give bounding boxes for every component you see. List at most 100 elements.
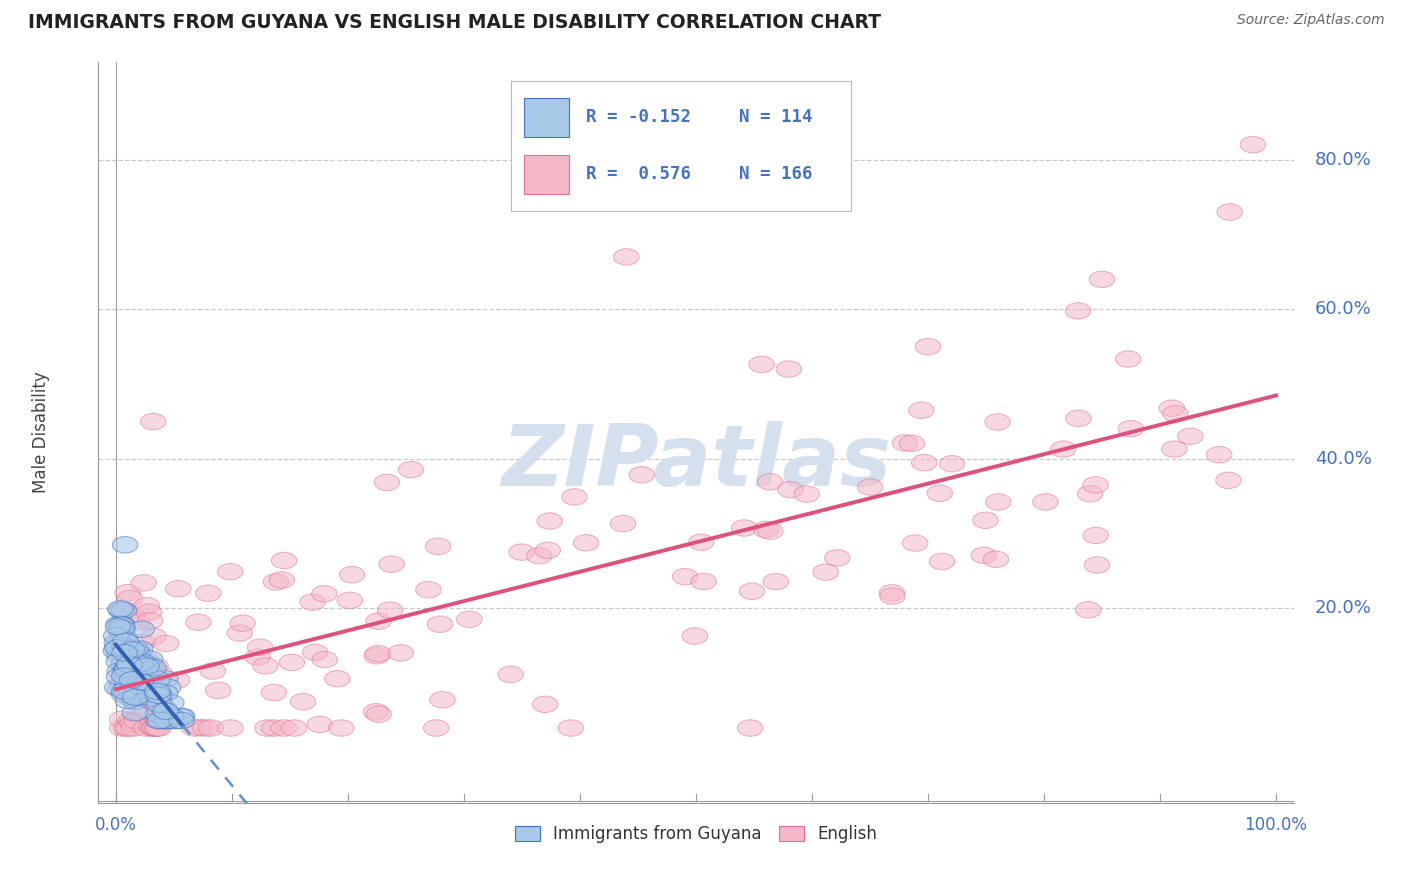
Ellipse shape	[125, 645, 150, 661]
Text: 20.0%: 20.0%	[1315, 599, 1372, 617]
Ellipse shape	[120, 653, 146, 669]
Ellipse shape	[115, 584, 141, 601]
Ellipse shape	[134, 685, 160, 702]
Ellipse shape	[115, 692, 141, 708]
Ellipse shape	[108, 620, 135, 637]
Ellipse shape	[132, 657, 157, 674]
Ellipse shape	[146, 720, 172, 736]
Ellipse shape	[1090, 271, 1115, 287]
Ellipse shape	[509, 544, 534, 560]
Ellipse shape	[1076, 601, 1101, 618]
Ellipse shape	[138, 679, 163, 695]
Ellipse shape	[153, 671, 179, 687]
Ellipse shape	[129, 699, 155, 715]
Ellipse shape	[121, 659, 146, 675]
Ellipse shape	[118, 641, 143, 658]
Ellipse shape	[972, 547, 997, 564]
Ellipse shape	[111, 686, 136, 702]
Ellipse shape	[1216, 472, 1241, 489]
Ellipse shape	[218, 564, 243, 580]
Ellipse shape	[150, 713, 177, 729]
Ellipse shape	[152, 700, 177, 717]
Ellipse shape	[135, 667, 160, 683]
Text: 40.0%: 40.0%	[1315, 450, 1372, 467]
Legend: Immigrants from Guyana, English: Immigrants from Guyana, English	[509, 819, 883, 850]
Ellipse shape	[120, 607, 145, 624]
Text: Source: ZipAtlas.com: Source: ZipAtlas.com	[1237, 13, 1385, 28]
Ellipse shape	[880, 588, 905, 605]
Ellipse shape	[150, 702, 177, 718]
Ellipse shape	[121, 720, 146, 736]
Ellipse shape	[134, 720, 159, 736]
Ellipse shape	[824, 549, 851, 566]
Ellipse shape	[155, 704, 180, 721]
Ellipse shape	[690, 574, 717, 590]
Text: 60.0%: 60.0%	[1315, 301, 1372, 318]
Ellipse shape	[108, 623, 134, 640]
Ellipse shape	[131, 675, 156, 691]
Ellipse shape	[124, 713, 149, 729]
Ellipse shape	[134, 598, 160, 614]
Ellipse shape	[898, 435, 925, 451]
Ellipse shape	[927, 485, 952, 501]
Ellipse shape	[114, 678, 139, 694]
Ellipse shape	[125, 648, 150, 665]
Ellipse shape	[939, 456, 965, 472]
Text: 0.0%: 0.0%	[94, 816, 136, 834]
Ellipse shape	[118, 687, 143, 704]
Ellipse shape	[973, 512, 998, 529]
Ellipse shape	[124, 614, 149, 631]
Ellipse shape	[105, 653, 132, 670]
Ellipse shape	[281, 720, 307, 736]
Ellipse shape	[366, 706, 391, 723]
Ellipse shape	[111, 639, 138, 655]
Ellipse shape	[112, 603, 138, 619]
Ellipse shape	[388, 645, 413, 661]
Ellipse shape	[262, 684, 287, 701]
Ellipse shape	[984, 414, 1011, 430]
Ellipse shape	[104, 680, 129, 696]
Ellipse shape	[105, 616, 132, 632]
Ellipse shape	[117, 647, 142, 664]
Ellipse shape	[366, 613, 391, 630]
Ellipse shape	[138, 613, 163, 629]
Ellipse shape	[108, 616, 134, 633]
Ellipse shape	[111, 635, 136, 652]
Ellipse shape	[139, 665, 165, 681]
Ellipse shape	[122, 641, 148, 658]
Ellipse shape	[124, 678, 150, 695]
Ellipse shape	[120, 641, 145, 658]
Ellipse shape	[290, 693, 316, 710]
Ellipse shape	[111, 682, 138, 699]
Ellipse shape	[1083, 527, 1108, 543]
Ellipse shape	[271, 720, 297, 736]
Ellipse shape	[430, 691, 456, 708]
Ellipse shape	[879, 584, 904, 601]
Ellipse shape	[794, 486, 820, 502]
Ellipse shape	[134, 658, 159, 674]
Ellipse shape	[325, 671, 350, 687]
Ellipse shape	[533, 696, 558, 713]
Ellipse shape	[121, 653, 146, 670]
Ellipse shape	[156, 679, 181, 696]
Ellipse shape	[672, 568, 697, 585]
Ellipse shape	[915, 338, 941, 355]
Ellipse shape	[115, 658, 141, 675]
Ellipse shape	[139, 690, 165, 707]
Ellipse shape	[105, 618, 131, 635]
Ellipse shape	[129, 654, 156, 671]
Ellipse shape	[858, 479, 883, 495]
Ellipse shape	[143, 696, 169, 713]
Ellipse shape	[145, 680, 170, 696]
Ellipse shape	[110, 720, 135, 736]
Ellipse shape	[134, 665, 159, 681]
Ellipse shape	[929, 553, 955, 570]
Ellipse shape	[127, 678, 152, 694]
Ellipse shape	[112, 631, 138, 647]
Ellipse shape	[1050, 441, 1076, 458]
Ellipse shape	[122, 689, 148, 706]
Ellipse shape	[537, 513, 562, 529]
Ellipse shape	[142, 720, 167, 736]
Ellipse shape	[813, 564, 838, 581]
Ellipse shape	[329, 720, 354, 736]
